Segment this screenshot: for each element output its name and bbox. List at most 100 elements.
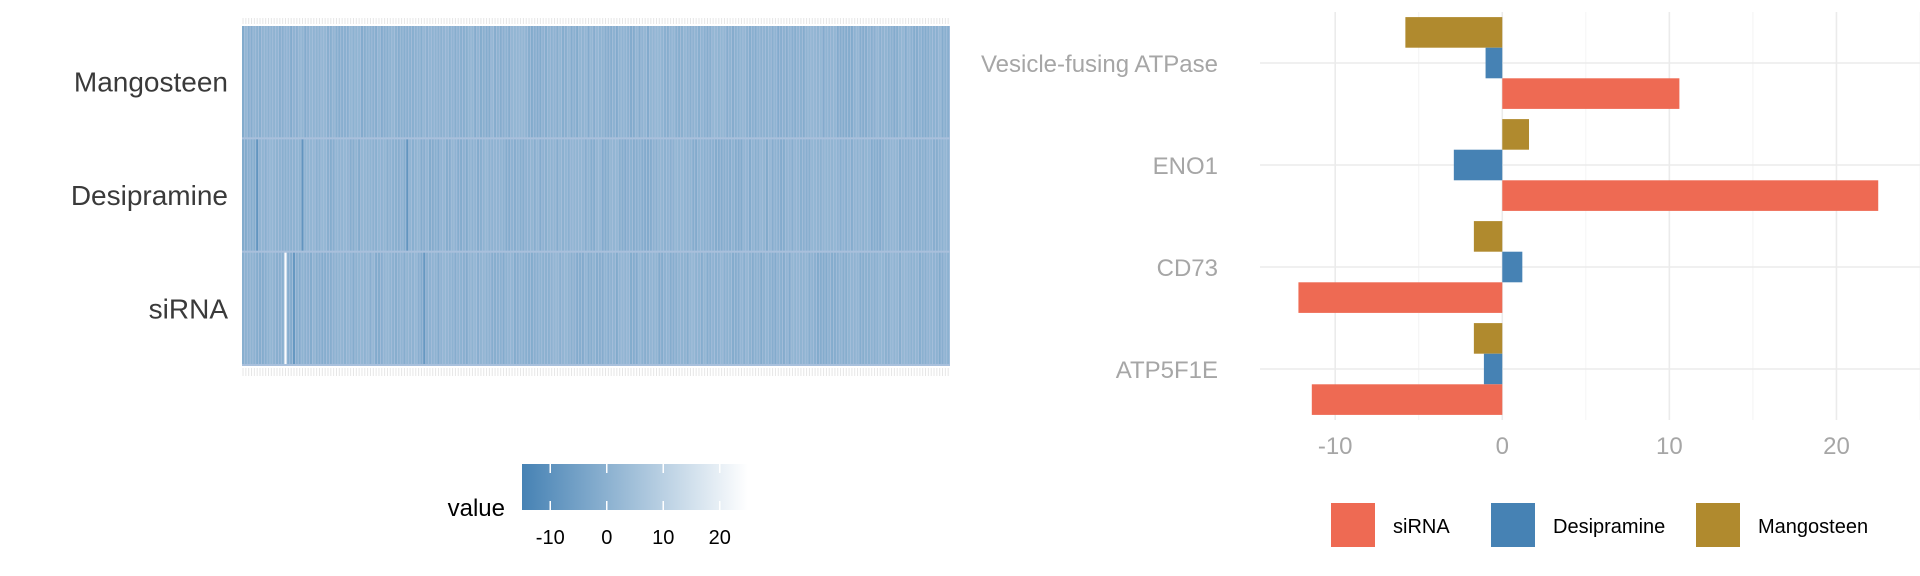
heatmap-tile [312, 26, 315, 138]
heatmap-tile [465, 252, 468, 364]
heatmap-tile [309, 26, 313, 138]
heatmap-tile [743, 252, 746, 364]
heatmap-tile [338, 252, 341, 364]
heatmap-tile [615, 26, 618, 138]
heatmap-tile [850, 252, 853, 364]
heatmap-tile [709, 139, 712, 251]
heatmap-tile [409, 139, 412, 251]
legend-ticks: -10 0 10 20 [536, 464, 731, 549]
heatmap-tile [867, 26, 870, 138]
heatmap-tile [386, 139, 389, 251]
heatmap-tile [848, 252, 851, 364]
heatmap-tile [771, 139, 774, 251]
heatmap-tile [933, 139, 936, 251]
heatmap-tile [581, 252, 584, 364]
heatmap-tile [652, 139, 655, 251]
heatmap-tile [355, 26, 358, 138]
heatmap-tile [819, 139, 822, 251]
heatmap-tile [434, 139, 437, 251]
heatmap-tile [329, 139, 332, 251]
heatmap-tile [522, 26, 525, 138]
heatmap-tile [610, 139, 613, 251]
heatmap-tile [256, 26, 259, 138]
heatmap-tile [426, 252, 429, 364]
heatmap-tile [253, 139, 256, 251]
heatmap-tile [278, 139, 281, 251]
heatmap-tile [615, 252, 618, 364]
heatmap-tile [502, 26, 505, 138]
heatmap-tile [304, 26, 307, 138]
heatmap-tile [406, 26, 409, 138]
heatmap-tile [250, 252, 253, 364]
heatmap-tile [774, 26, 777, 138]
heatmap-tile [887, 252, 890, 364]
heatmap-tile [706, 139, 709, 251]
heatmap-tile [573, 26, 576, 138]
heatmap-tile [624, 26, 627, 138]
heatmap-tile [326, 252, 329, 364]
heatmap-tile [663, 252, 667, 364]
heatmap-tile [383, 139, 386, 251]
heatmap-tile [865, 252, 868, 364]
heatmap-row-label: siRNA [149, 293, 229, 324]
heatmap-tile [737, 139, 740, 251]
heatmap-tile [247, 252, 250, 364]
heatmap-tile [468, 26, 471, 138]
heatmap-tile [678, 26, 681, 138]
heatmap-tile [369, 252, 372, 364]
heatmap-tile [904, 139, 907, 251]
heatmap-tile [596, 139, 599, 251]
heatmap-tile [666, 26, 669, 138]
heatmap-tile [663, 139, 667, 251]
heatmap-tile [528, 139, 531, 251]
heatmap-row-labels: Mangosteen Desipramine siRNA [71, 67, 228, 325]
heatmap-tile [655, 139, 658, 251]
heatmap-tile [799, 26, 802, 138]
heatmap-tile [896, 252, 899, 364]
heatmap-tile [545, 252, 548, 364]
heatmap-tile [488, 252, 491, 364]
heatmap-tile [409, 26, 412, 138]
heatmap-tile [451, 139, 454, 251]
heatmap-tile [845, 139, 848, 251]
heatmap-tile [879, 26, 882, 138]
legend-tick-label: 0 [601, 527, 612, 549]
heatmap-tile [545, 139, 548, 251]
heatmap-tile [590, 252, 593, 364]
heatmap-tile [522, 252, 525, 364]
heatmap-tile [445, 252, 448, 364]
heatmap-tile [369, 26, 372, 138]
heatmap-tile [765, 252, 768, 364]
heatmap-tile [491, 139, 494, 251]
heatmap-tile [457, 139, 460, 251]
heatmap-tile [295, 26, 298, 138]
legend-swatch [1696, 503, 1740, 547]
heatmap-tile [867, 252, 870, 364]
heatmap-tile [644, 139, 647, 251]
heatmap-tile [805, 252, 808, 364]
heatmap-tile [944, 139, 947, 251]
heatmap-tile [845, 252, 848, 364]
heatmap-tile [295, 139, 298, 251]
heatmap-tile [567, 139, 570, 251]
heatmap-tile [683, 26, 686, 138]
heatmap-tile [802, 252, 805, 364]
heatmap-tile [403, 26, 406, 138]
heatmap-tile [768, 26, 771, 138]
heatmap-tile [505, 26, 508, 138]
heatmap-tile [604, 26, 607, 138]
heatmap-tile [695, 26, 698, 138]
heatmap-tile [533, 139, 536, 251]
heatmap-tile [720, 252, 723, 364]
heatmap-tile [366, 139, 369, 251]
bar-x-tick-labels: -10 0 10 20 [1318, 433, 1850, 460]
heatmap-tile [780, 139, 783, 251]
heatmap-tile [734, 139, 737, 251]
heatmap-tile [859, 252, 862, 364]
heatmap-tile [287, 139, 290, 251]
heatmap-tile [794, 139, 797, 251]
heatmap-tile [819, 26, 822, 138]
bar-desipramine-3 [1483, 353, 1503, 385]
heatmap-tile [890, 252, 893, 364]
heatmap-tile [856, 139, 859, 251]
